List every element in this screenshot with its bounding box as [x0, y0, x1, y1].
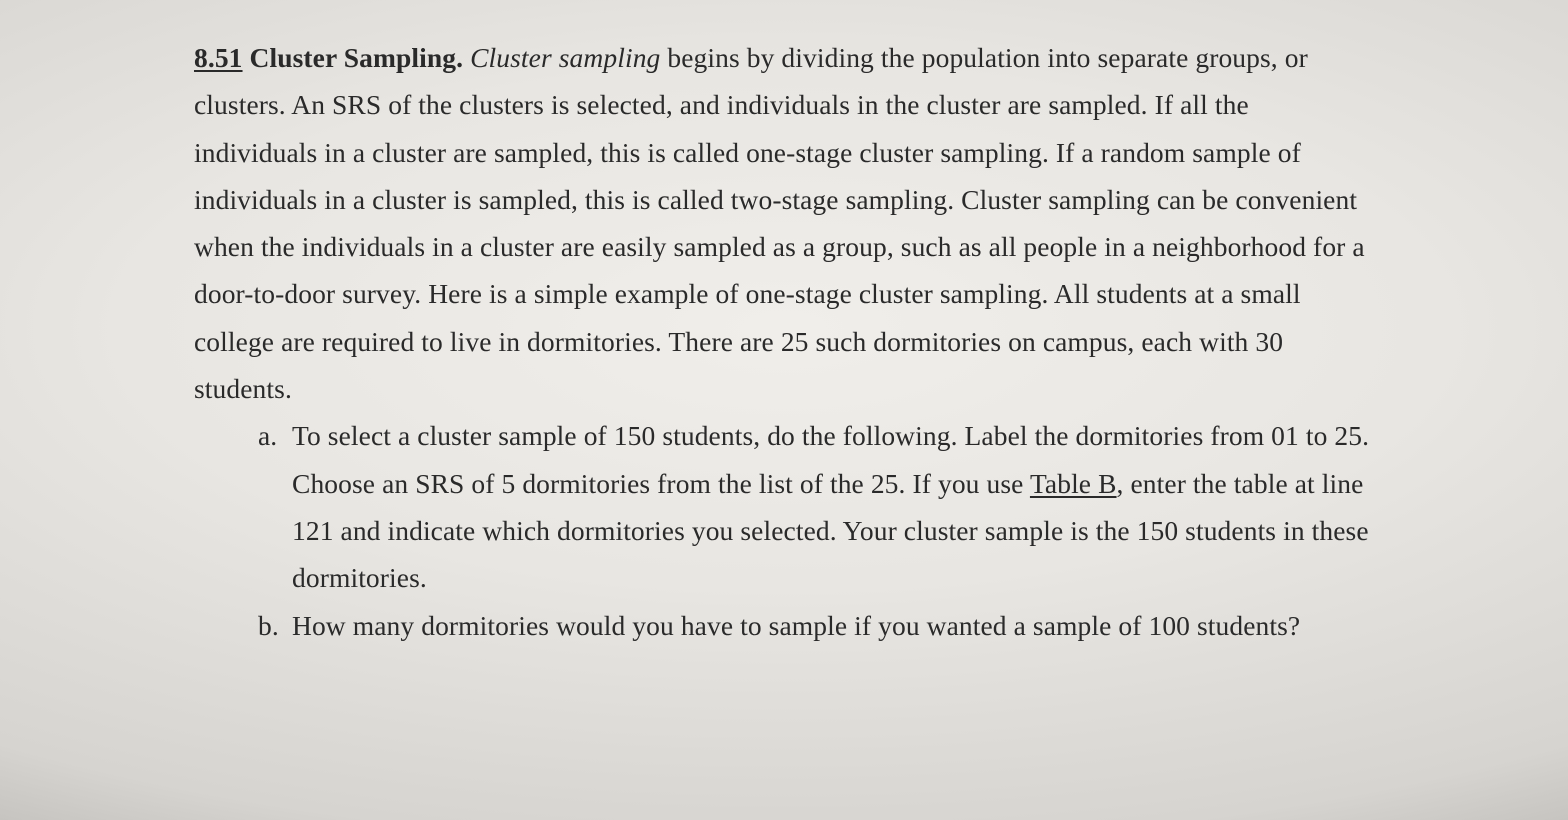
part-a-marker: a.: [258, 412, 292, 459]
part-b-text: How many dormitories would you have to s…: [292, 602, 1374, 649]
problem-statement: 8.51 Cluster Sampling. Cluster sampling …: [194, 34, 1374, 412]
italic-term: Cluster sampling: [470, 42, 660, 73]
textbook-problem: 8.51 Cluster Sampling. Cluster sampling …: [194, 34, 1374, 649]
part-a: a. To select a cluster sample of 150 stu…: [258, 412, 1374, 601]
problem-parts: a. To select a cluster sample of 150 stu…: [194, 412, 1374, 648]
part-a-text: To select a cluster sample of 150 studen…: [292, 412, 1374, 601]
space: [243, 42, 250, 73]
table-b-link[interactable]: Table B: [1030, 468, 1117, 499]
intro-text: begins by dividing the population into s…: [194, 42, 1365, 404]
problem-title: Cluster Sampling.: [250, 42, 464, 73]
part-b: b. How many dormitories would you have t…: [258, 602, 1374, 649]
part-b-marker: b.: [258, 602, 292, 649]
problem-number: 8.51: [194, 42, 243, 73]
